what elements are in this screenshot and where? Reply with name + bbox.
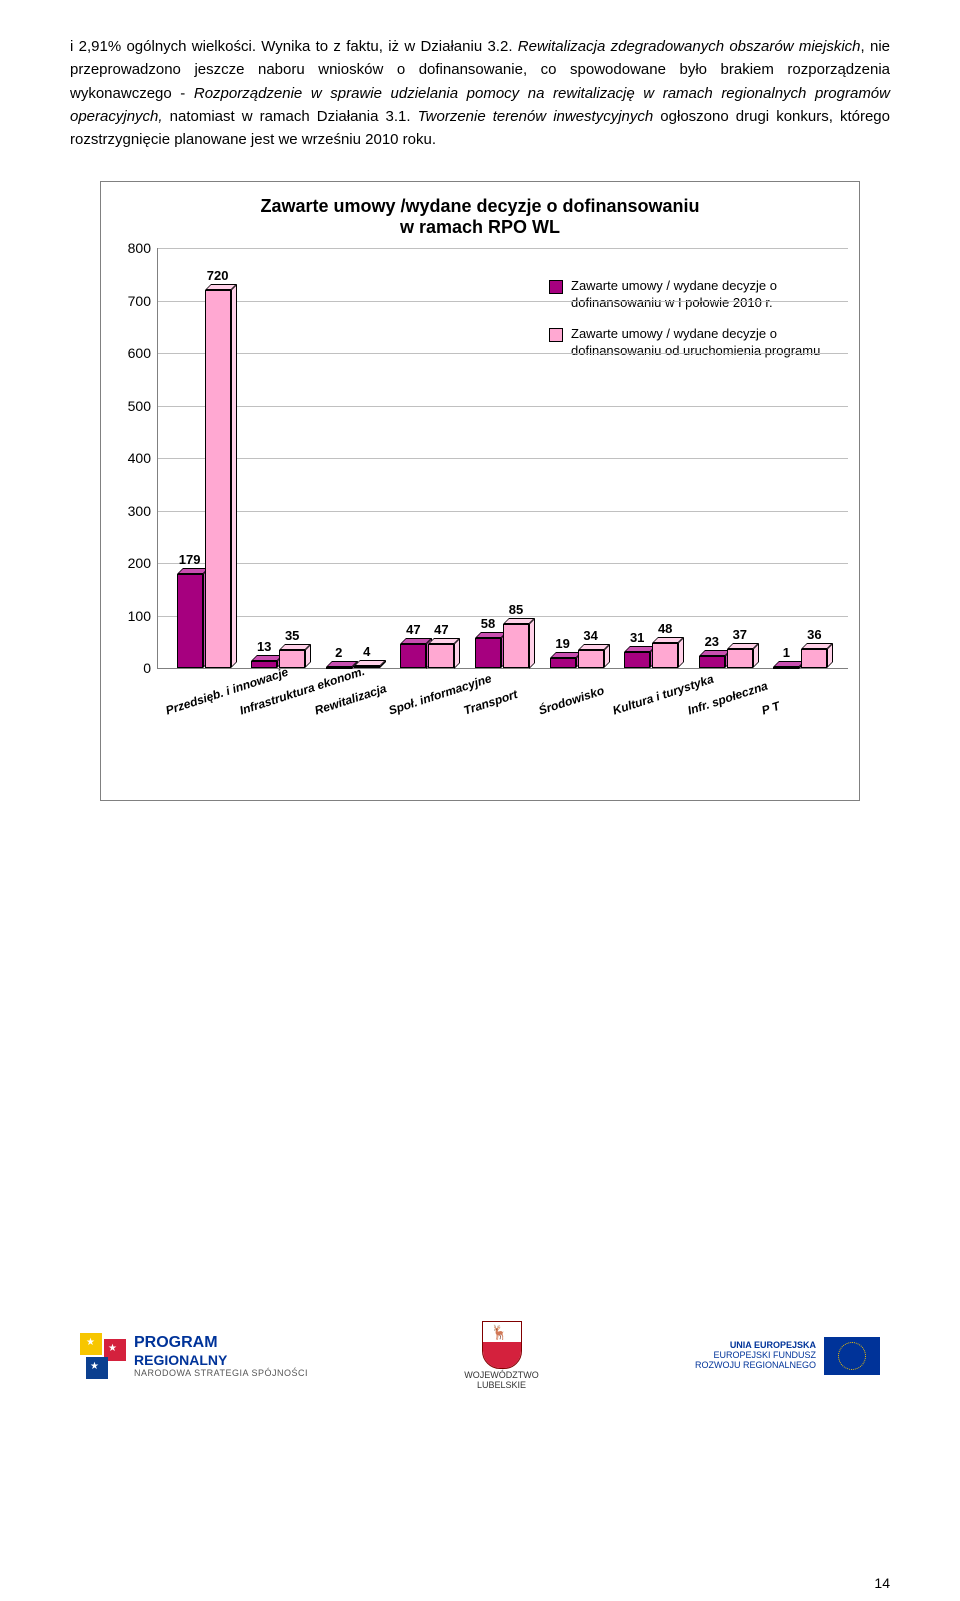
gridline bbox=[158, 406, 848, 407]
program-title: PROGRAM bbox=[134, 1334, 308, 1352]
bar-value-label: 36 bbox=[801, 627, 827, 642]
bar: 19 bbox=[550, 658, 576, 668]
bar-value-label: 85 bbox=[503, 602, 529, 617]
ytick-label: 0 bbox=[111, 660, 151, 676]
para-italic1: Rewitalizacja zdegradowanych obszarów mi… bbox=[518, 38, 861, 55]
footer-logos: ★ ★ ★ PROGRAM REGIONALNY NARODOWA STRATE… bbox=[70, 1321, 890, 1391]
bar: 47 bbox=[400, 644, 426, 669]
ytick-label: 500 bbox=[111, 398, 151, 414]
bar-group: 1335 bbox=[251, 650, 305, 668]
bar-value-label: 58 bbox=[475, 616, 501, 631]
chart-title-l1: Zawarte umowy /wydane decyzje o dofinans… bbox=[260, 196, 699, 216]
bar-group: 2337 bbox=[699, 649, 753, 668]
xtick-label: Infrastruktura ekonom. bbox=[238, 664, 367, 718]
bar-group: 4747 bbox=[400, 644, 454, 669]
ytick-label: 700 bbox=[111, 293, 151, 309]
bar: 34 bbox=[578, 650, 604, 668]
bar-value-label: 31 bbox=[624, 630, 650, 645]
program-strap: NARODOWA STRATEGIA SPÓJNOŚCI bbox=[134, 1368, 308, 1378]
shield-icon: 🦌 bbox=[482, 1321, 522, 1369]
gridline bbox=[158, 458, 848, 459]
para-italic3: Tworzenie terenów inwestycyjnych bbox=[418, 108, 654, 125]
wl-l1: WOJEWÓDZTWO bbox=[464, 1370, 538, 1380]
bar-value-label: 13 bbox=[251, 639, 277, 654]
paragraph: i 2,91% ogólnych wielkości. Wynika to z … bbox=[70, 35, 890, 151]
xtick-label: Przedsięb. i innowacje bbox=[163, 665, 289, 718]
chart-title-l2: w ramach RPO WL bbox=[400, 217, 560, 237]
xtick-label: Środowisko bbox=[536, 684, 605, 718]
eu-flag-icon bbox=[824, 1337, 880, 1375]
bar-value-label: 35 bbox=[279, 628, 305, 643]
bar: 48 bbox=[652, 643, 678, 668]
bar: 36 bbox=[801, 649, 827, 668]
ytick-label: 100 bbox=[111, 608, 151, 624]
bar-value-label: 4 bbox=[354, 644, 380, 659]
plot-area: 17972013352447475885193431482337136 bbox=[157, 248, 848, 669]
gridline bbox=[158, 563, 848, 564]
eu-l3: ROZWOJU REGIONALNEGO bbox=[695, 1361, 816, 1371]
wl-l2: LUBELSKIE bbox=[477, 1380, 526, 1390]
chart-frame: Zawarte umowy /wydane decyzje o dofinans… bbox=[100, 181, 860, 801]
bar-group: 5885 bbox=[475, 624, 529, 669]
bar-value-label: 720 bbox=[205, 268, 231, 283]
bar: 13 bbox=[251, 661, 277, 668]
ytick-label: 200 bbox=[111, 555, 151, 571]
gridline bbox=[158, 248, 848, 249]
program-sub: REGIONALNY bbox=[134, 1352, 308, 1368]
bar-value-label: 47 bbox=[400, 622, 426, 637]
bar: 47 bbox=[428, 644, 454, 669]
bar-value-label: 48 bbox=[652, 621, 678, 636]
ytick-label: 600 bbox=[111, 345, 151, 361]
bar: 23 bbox=[699, 656, 725, 668]
logo-eu: UNIA EUROPEJSKA EUROPEJSKI FUNDUSZ ROZWO… bbox=[695, 1337, 880, 1375]
bar: 31 bbox=[624, 652, 650, 668]
logo-program-regionalny: ★ ★ ★ PROGRAM REGIONALNY NARODOWA STRATE… bbox=[80, 1333, 308, 1379]
bar-group: 1934 bbox=[550, 650, 604, 668]
xtick-label: P T bbox=[760, 699, 782, 718]
bar-value-label: 34 bbox=[578, 628, 604, 643]
gridline bbox=[158, 353, 848, 354]
bar-value-label: 179 bbox=[177, 552, 203, 567]
bar: 1 bbox=[773, 667, 799, 668]
bar-group: 179720 bbox=[177, 290, 231, 668]
logo-wojewodztwo: 🦌 WOJEWÓDZTWO LUBELSKIE bbox=[464, 1321, 538, 1391]
bar-value-label: 19 bbox=[550, 636, 576, 651]
gridline bbox=[158, 511, 848, 512]
bar: 720 bbox=[205, 290, 231, 668]
chart-title: Zawarte umowy /wydane decyzje o dofinans… bbox=[111, 196, 849, 238]
chart-body: Zawarte umowy / wydane decyzje o dofinan… bbox=[111, 248, 849, 768]
para-mid2: natomiast w ramach Działania 3.1. bbox=[163, 108, 418, 125]
bar-value-label: 37 bbox=[727, 627, 753, 642]
bar-value-label: 1 bbox=[773, 645, 799, 660]
bar-value-label: 2 bbox=[326, 645, 352, 660]
ytick-label: 300 bbox=[111, 503, 151, 519]
bar-value-label: 47 bbox=[428, 622, 454, 637]
ytick-label: 800 bbox=[111, 240, 151, 256]
program-icon: ★ ★ ★ bbox=[80, 1333, 126, 1379]
bar-group: 136 bbox=[773, 649, 827, 668]
bar: 37 bbox=[727, 649, 753, 668]
ytick-label: 400 bbox=[111, 450, 151, 466]
bar-value-label: 23 bbox=[699, 634, 725, 649]
bar: 58 bbox=[475, 638, 501, 668]
bar-group: 3148 bbox=[624, 643, 678, 668]
xtick-label: Transport bbox=[462, 687, 519, 718]
page-number: 14 bbox=[874, 1575, 890, 1591]
bar: 179 bbox=[177, 574, 203, 668]
bar: 85 bbox=[503, 624, 529, 669]
para-pre: i 2,91% ogólnych wielkości. Wynika to z … bbox=[70, 38, 518, 55]
gridline bbox=[158, 301, 848, 302]
